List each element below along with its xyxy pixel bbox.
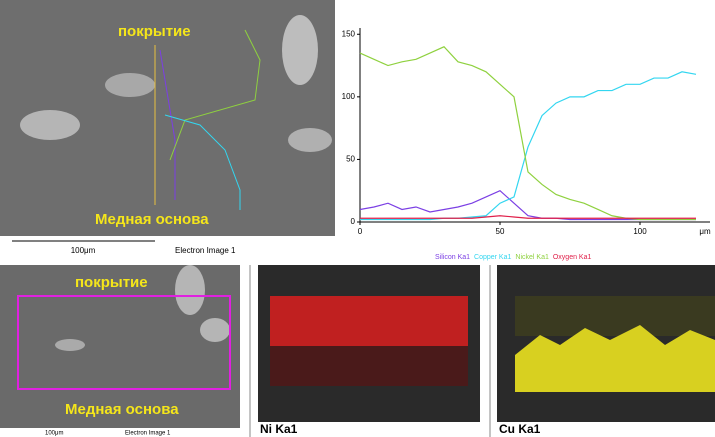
ni-signal [270,296,468,346]
data-line [360,191,696,220]
base-label: Медная основа [95,211,209,228]
figure-canvas: покрытие Медная основа 100μm Electron Im… [0,0,715,437]
inclusion [55,339,85,351]
figure: покрытие Медная основа 100μm Electron Im… [0,0,715,437]
scale-label: 100μm [71,246,96,255]
info-bar [0,428,240,437]
legend-entry: Nickel Ka1 [515,254,549,261]
inclusion [200,318,230,342]
inclusion [288,128,332,152]
map-label: Ni Ka1 [260,422,298,436]
y-tick-label: 150 [342,29,356,38]
x-tick-label: 0 [358,227,363,236]
cu-signal-weak [515,296,715,336]
scale-label: 100μm [45,431,63,437]
base-label: Медная основа [65,401,179,418]
legend-entry: Oxygen Ka1 [553,254,592,261]
map-label: Cu Ka1 [499,422,541,436]
inclusion [175,265,205,315]
x-tick-label: 50 [496,227,505,236]
ni-signal-weak [270,346,468,386]
legend-entry: Copper Ka1 [474,254,511,261]
caption: Electron Image 1 [125,431,171,437]
coating-label: покрытие [75,274,148,291]
legend-entry: Silicon Ka1 [435,254,470,261]
y-tick-label: 0 [351,217,356,226]
inclusion [20,110,80,140]
data-line [360,72,696,220]
x-tick-label: 100 [633,227,647,236]
caption: Electron Image 1 [175,246,236,255]
y-tick-label: 50 [346,155,355,164]
coating-label: покрытие [118,23,191,40]
inclusion [105,73,155,97]
info-bar [0,236,335,260]
inclusion [282,15,318,85]
y-tick-label: 100 [342,92,356,101]
x-unit: μm [699,227,711,236]
data-line [360,47,696,220]
